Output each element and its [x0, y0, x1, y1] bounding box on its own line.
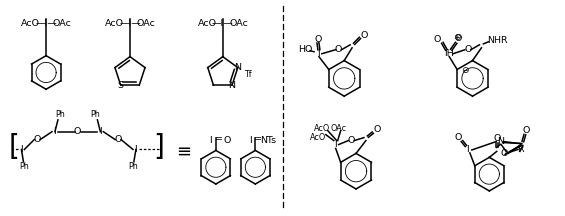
Text: O: O — [454, 133, 462, 142]
Text: =: = — [215, 134, 223, 143]
Text: O: O — [360, 32, 368, 40]
Text: ⊖: ⊖ — [461, 66, 468, 75]
Text: OAc: OAc — [229, 19, 248, 28]
Text: —I—: —I— — [119, 19, 141, 28]
Text: Ph: Ph — [19, 162, 29, 171]
Text: Ph: Ph — [90, 110, 101, 119]
Text: I: I — [467, 145, 470, 154]
Text: O: O — [501, 149, 508, 158]
Text: AcO: AcO — [105, 19, 124, 28]
Text: I: I — [134, 145, 137, 154]
Text: O: O — [464, 45, 471, 54]
Text: I: I — [99, 127, 102, 136]
Text: NHR: NHR — [487, 36, 507, 45]
Text: AcO: AcO — [314, 124, 330, 133]
Text: O: O — [33, 135, 41, 144]
Text: Ph: Ph — [55, 110, 65, 119]
Text: O: O — [74, 127, 81, 136]
Text: N: N — [497, 137, 503, 146]
Text: I: I — [249, 136, 252, 145]
Text: O: O — [373, 125, 380, 134]
Text: O: O — [115, 135, 122, 144]
Text: O: O — [223, 136, 231, 145]
Text: I: I — [318, 49, 320, 58]
Text: I: I — [54, 127, 56, 136]
Text: AcO: AcO — [310, 133, 326, 142]
Text: ]: ] — [154, 133, 164, 162]
Text: OAc: OAc — [331, 124, 347, 133]
Text: OAc: OAc — [136, 19, 155, 28]
Text: ·R: ·R — [515, 145, 525, 154]
Text: [: [ — [8, 133, 19, 162]
Text: N: N — [234, 63, 241, 72]
Text: I: I — [334, 140, 337, 149]
Text: AcO: AcO — [198, 19, 216, 28]
Text: O: O — [314, 35, 321, 44]
Text: ≡: ≡ — [176, 142, 191, 160]
Text: NTs: NTs — [260, 136, 276, 145]
Text: Tf: Tf — [244, 70, 251, 79]
Text: OAc: OAc — [53, 19, 71, 28]
Text: O: O — [434, 35, 441, 44]
Text: O: O — [335, 45, 342, 54]
Text: HO: HO — [298, 45, 312, 54]
Text: O: O — [493, 134, 501, 143]
Text: AcO: AcO — [21, 19, 40, 28]
Text: N: N — [229, 81, 236, 90]
Text: —I—: —I— — [212, 19, 234, 28]
Text: O: O — [454, 34, 462, 43]
Text: ⊕: ⊕ — [453, 33, 461, 42]
Text: S: S — [118, 81, 124, 90]
Text: O: O — [347, 136, 355, 145]
Text: —I—: —I— — [35, 19, 57, 28]
Text: Ph: Ph — [128, 162, 138, 171]
Text: O: O — [522, 126, 529, 135]
Text: =: = — [254, 134, 262, 143]
Text: IH: IH — [444, 49, 454, 58]
Text: I: I — [210, 136, 212, 145]
Text: I: I — [20, 145, 23, 154]
